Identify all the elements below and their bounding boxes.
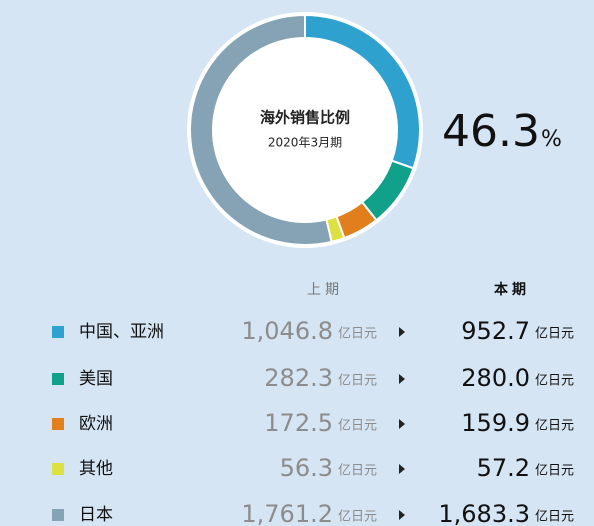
curr-unit: 亿日元 xyxy=(535,510,574,525)
arrow xyxy=(399,327,405,337)
legend-swatch xyxy=(52,373,64,385)
prev-value: 172.5 xyxy=(264,409,333,437)
prev-unit: 亿日元 xyxy=(338,419,377,434)
legend-swatch xyxy=(52,326,64,338)
category-label: 中国、亚洲 xyxy=(79,322,164,342)
curr-unit: 亿日元 xyxy=(535,327,574,342)
curr-value: 280.0 xyxy=(461,364,530,392)
donut-hole xyxy=(213,38,397,222)
category-label: 其他 xyxy=(79,459,113,479)
legend-swatch xyxy=(52,463,64,475)
curr-header: 本期 xyxy=(494,281,530,298)
curr-unit: 亿日元 xyxy=(535,374,574,389)
arrow xyxy=(399,374,405,384)
prev-value: 1,046.8 xyxy=(241,317,333,345)
category-label: 日本 xyxy=(79,505,113,525)
category-label: 美国 xyxy=(79,369,113,389)
prev-unit: 亿日元 xyxy=(338,464,377,479)
category-label: 欧洲 xyxy=(79,414,113,434)
arrow xyxy=(399,464,405,474)
prev-value: 56.3 xyxy=(280,454,333,482)
prev-header: 上期 xyxy=(307,282,343,298)
ratio-unit: % xyxy=(541,127,562,152)
prev-unit: 亿日元 xyxy=(338,510,377,525)
arrow xyxy=(399,419,405,429)
center-title: 海外销售比例 xyxy=(260,109,350,127)
curr-value: 952.7 xyxy=(461,317,530,345)
legend-swatch xyxy=(52,418,64,430)
prev-unit: 亿日元 xyxy=(338,374,377,389)
center-subtitle: 2020年3月期 xyxy=(268,136,342,150)
arrow xyxy=(399,510,405,520)
prev-unit: 亿日元 xyxy=(338,327,377,342)
prev-value: 282.3 xyxy=(264,364,333,392)
legend-swatch xyxy=(52,509,64,521)
curr-unit: 亿日元 xyxy=(535,419,574,434)
curr-value: 1,683.3 xyxy=(438,500,530,526)
prev-value: 1,761.2 xyxy=(241,500,333,526)
curr-value: 57.2 xyxy=(477,454,530,482)
curr-value: 159.9 xyxy=(461,409,530,437)
curr-unit: 亿日元 xyxy=(535,464,574,479)
ratio-value: 46.3 xyxy=(442,106,540,157)
